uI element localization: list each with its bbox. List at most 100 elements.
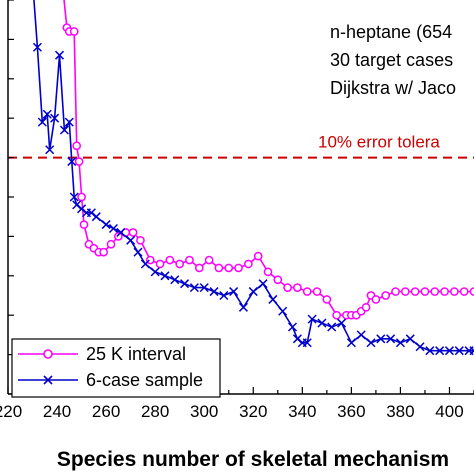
data-point-series-1-15 [128, 228, 138, 237]
data-point-series-1-3 [69, 27, 79, 36]
data-point-series-2-43 [337, 318, 347, 328]
data-point-series-1-36 [332, 310, 342, 320]
legend-label-series-1: 25 K interval [86, 344, 186, 364]
data-point-series-2-23 [160, 271, 170, 281]
data-point-series-2-40 [307, 314, 317, 324]
data-point-series-2-53 [435, 346, 445, 356]
legend-marker-series-2 [43, 375, 53, 385]
data-point-series-1-50 [440, 287, 449, 296]
data-point-series-1-53 [469, 287, 474, 296]
data-point-series-1-20 [175, 259, 185, 269]
data-point-series-1-30 [273, 275, 283, 285]
data-point-series-1-21 [185, 255, 194, 265]
data-point-series-1-19 [165, 255, 175, 265]
data-point-series-2-46 [366, 338, 376, 348]
data-point-series-2-6 [54, 50, 65, 60]
data-point-series-2-5 [50, 113, 60, 123]
data-point-series-1-34 [312, 287, 322, 296]
data-point-series-1-41 [361, 302, 371, 312]
data-point-series-2-49 [395, 338, 405, 348]
data-point-series-2-47 [376, 334, 386, 344]
legend-label-series-2: 6-case sample [86, 370, 203, 390]
data-point-series-1-46 [400, 287, 410, 296]
data-point-series-2-24 [170, 275, 180, 285]
data-point-series-1-52 [459, 287, 469, 296]
data-point-series-2-36 [287, 322, 298, 332]
x-tick-label: 260 [92, 402, 120, 421]
data-point-series-2-41 [317, 318, 327, 328]
x-axis-label: Species number of skeletal mechanism [57, 448, 449, 471]
data-point-series-1-51 [450, 287, 459, 296]
data-point-series-2-44 [346, 338, 356, 348]
data-point-series-1-24 [214, 263, 224, 273]
data-point-series-2-8 [64, 117, 74, 127]
data-point-series-2-1 [32, 42, 42, 52]
data-point-series-2-39 [302, 338, 312, 348]
data-point-series-2-35 [278, 306, 288, 316]
legend-marker-series-1 [43, 349, 53, 359]
data-point-series-2-17 [108, 223, 118, 234]
data-point-series-1-44 [381, 291, 391, 300]
data-point-series-1-4 [72, 141, 82, 151]
data-point-series-1-12 [106, 239, 116, 249]
data-point-series-2-2 [37, 117, 47, 127]
data-point-series-2-42 [327, 322, 337, 332]
x-tick-label: 320 [239, 402, 267, 421]
legend-box [11, 338, 221, 398]
data-point-series-1-31 [283, 283, 292, 292]
data-point-series-2-31 [238, 302, 248, 312]
data-point-series-2-29 [219, 290, 229, 301]
data-point-series-2-20 [133, 247, 143, 257]
data-point-series-1-49 [430, 287, 440, 296]
x-tick-label: 300 [190, 402, 218, 421]
annotation-mechanism: n-heptane (654 [330, 22, 452, 42]
data-point-series-2-33 [258, 279, 268, 289]
series-2 [32, 0, 474, 356]
data-point-series-2-28 [209, 287, 219, 297]
data-point-series-2-26 [189, 283, 199, 293]
x-tick-label: 380 [386, 402, 414, 421]
data-point-series-2-54 [444, 346, 455, 356]
x-tick-label: 220 [0, 402, 22, 421]
data-point-series-1-25 [224, 263, 234, 273]
data-point-series-1-5 [74, 157, 84, 166]
data-point-series-1-18 [155, 259, 165, 269]
data-point-series-1-47 [410, 287, 420, 296]
data-point-series-1-43 [371, 295, 381, 304]
data-point-series-2-52 [425, 346, 435, 356]
data-point-series-2-15 [91, 212, 101, 222]
data-point-series-2-51 [415, 342, 425, 352]
data-point-series-1-35 [322, 295, 332, 304]
data-point-series-2-30 [229, 287, 239, 297]
series-1 [62, 0, 474, 320]
data-point-series-2-50 [405, 334, 415, 344]
data-point-series-2-19 [126, 235, 136, 245]
data-point-series-2-32 [248, 287, 258, 297]
data-point-series-2-48 [386, 334, 396, 344]
data-point-series-1-13 [114, 232, 123, 241]
data-point-series-1-27 [244, 259, 253, 269]
data-point-series-2-21 [140, 259, 150, 269]
data-point-series-2-18 [116, 227, 126, 237]
data-point-series-2-45 [356, 330, 366, 340]
data-point-series-1-11 [99, 247, 109, 257]
data-point-series-2-3 [42, 109, 52, 119]
data-point-series-2-22 [150, 267, 160, 277]
series-line-2 [33, 0, 474, 352]
data-point-series-1-45 [391, 287, 400, 296]
data-point-series-1-22 [194, 263, 204, 273]
data-point-series-1-32 [293, 283, 302, 292]
data-point-series-2-34 [268, 294, 278, 304]
x-tick-label: 400 [435, 402, 463, 421]
x-tick-label: 340 [288, 402, 316, 421]
data-point-series-1-23 [204, 255, 214, 265]
x-tick-label: 280 [141, 402, 169, 421]
data-point-series-1-16 [136, 235, 145, 245]
series-layer [32, 0, 474, 356]
annotation-method: Dijkstra w/ Jaco [330, 78, 456, 98]
data-point-series-1-33 [302, 287, 312, 296]
data-point-series-2-7 [59, 125, 69, 135]
annotation-target-cases: 30 target cases [330, 50, 453, 70]
data-point-series-2-27 [199, 283, 209, 293]
